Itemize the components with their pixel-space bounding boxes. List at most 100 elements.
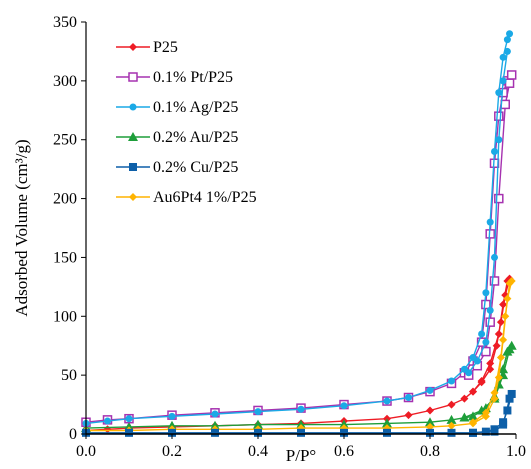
legend-marker — [128, 132, 138, 141]
y-ticks: 0 50 100 150 200 250 300 350 — [53, 14, 86, 443]
data-point — [490, 427, 499, 436]
data-point — [500, 99, 510, 110]
data-point — [495, 136, 503, 144]
x-ticks: 0.0 0.2 0.4 0.6 0.8 1.0 — [76, 434, 526, 460]
x-tick-label: 0.6 — [334, 443, 354, 460]
data-point — [168, 412, 176, 420]
series-line-adsorption — [86, 393, 513, 434]
data-point — [485, 317, 495, 327]
data-point — [468, 411, 478, 421]
data-point — [211, 410, 219, 418]
x-axis-title: P/P° — [286, 446, 316, 464]
legend-marker — [129, 193, 137, 201]
data-point — [426, 428, 434, 437]
legend-item-3: 0.2% Au/P25 — [116, 129, 238, 146]
legend-label: 0.2% Au/P25 — [153, 129, 238, 146]
data-point — [459, 412, 470, 422]
data-point — [447, 421, 456, 430]
y-tick-label: 300 — [53, 73, 77, 90]
data-point — [492, 341, 501, 350]
legend-item-1: 0.1% Pt/P25 — [116, 69, 233, 86]
data-point — [506, 30, 514, 38]
data-point — [124, 421, 134, 431]
data-point — [503, 36, 511, 44]
data-point — [491, 253, 498, 261]
data-point — [254, 428, 262, 437]
data-point — [503, 406, 512, 415]
x-tick-label: 0.0 — [76, 443, 96, 460]
legend-label: Au6Pt4 1%/P25 — [153, 189, 257, 206]
data-point — [499, 53, 507, 61]
data-point — [253, 419, 263, 429]
data-point — [506, 70, 517, 80]
data-point — [383, 428, 391, 437]
data-point — [297, 405, 305, 413]
data-point — [460, 394, 469, 403]
data-point — [425, 417, 435, 427]
x-tick-label: 1.0 — [506, 443, 526, 460]
legend-marker — [129, 163, 137, 171]
data-point — [498, 364, 509, 374]
data-point — [473, 357, 481, 365]
legend-item-2: 0.1% Ag/P25 — [116, 99, 238, 116]
data-point — [489, 276, 500, 286]
data-point — [469, 418, 477, 427]
data-point — [507, 389, 516, 398]
data-point — [382, 418, 392, 428]
data-point — [505, 394, 514, 403]
data-point — [211, 428, 219, 437]
data-point — [499, 420, 508, 429]
series-2 — [82, 30, 514, 427]
legend-item-0: P25 — [116, 39, 178, 56]
y-tick-label: 50 — [61, 367, 77, 384]
x-tick-label: 0.4 — [248, 443, 268, 460]
y-tick-label: 150 — [53, 249, 77, 266]
data-point — [426, 406, 434, 415]
data-point — [339, 419, 349, 429]
data-point — [496, 353, 505, 362]
data-point — [505, 279, 514, 288]
data-point — [486, 365, 495, 374]
legend-item-4: 0.2% Cu/P25 — [116, 159, 238, 176]
data-point — [482, 338, 490, 346]
data-point — [481, 299, 491, 310]
data-point — [405, 394, 412, 402]
data-point — [486, 306, 494, 314]
data-point — [210, 420, 220, 430]
x-tick-label: 0.8 — [420, 443, 440, 460]
data-point — [494, 111, 504, 121]
data-point — [501, 312, 510, 321]
data-point — [104, 417, 111, 425]
data-point — [340, 402, 348, 410]
data-point — [469, 387, 477, 396]
legend-marker — [129, 103, 137, 111]
legend-label: 0.1% Pt/P25 — [153, 69, 233, 86]
data-point — [482, 289, 490, 297]
y-tick-label: 350 — [53, 14, 77, 31]
x-tick-label: 0.2 — [162, 443, 182, 460]
data-point — [383, 397, 391, 405]
legend-item-5: Au6Pt4 1%/P25 — [116, 189, 257, 206]
data-point — [495, 89, 503, 97]
data-point — [297, 428, 305, 437]
data-point — [469, 428, 477, 437]
data-point — [447, 428, 456, 437]
axes — [85, 22, 516, 435]
data-point — [168, 428, 176, 437]
data-point — [486, 218, 494, 226]
data-point — [448, 377, 455, 385]
data-point — [490, 388, 499, 397]
legend: P25 0.1% Pt/P25 0.1% Ag/P25 0.2% Au/P25 0.2%… — [116, 39, 257, 206]
legend-marker — [129, 43, 137, 51]
data-point — [404, 411, 413, 420]
data-point — [499, 77, 507, 85]
data-point — [478, 330, 486, 338]
data-point — [254, 408, 262, 416]
data-point — [125, 428, 133, 437]
data-point — [494, 193, 504, 204]
legend-label: 0.2% Cu/P25 — [153, 159, 238, 176]
data-point — [446, 414, 457, 424]
